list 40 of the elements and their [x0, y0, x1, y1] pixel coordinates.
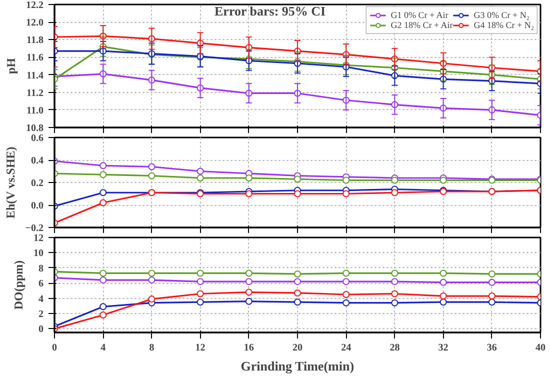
x-tick-label: 28	[390, 342, 400, 354]
legend-label: G3 0% Cr + N₂	[474, 10, 530, 20]
x-tick-label: 16	[244, 342, 254, 354]
y-tick-label: 11.4	[26, 70, 44, 82]
y-tick-label: 0.6	[31, 133, 44, 144]
y-tick-label: 0.0	[31, 200, 44, 212]
x-tick-label: 4	[100, 342, 106, 354]
y-tick-label: 2	[38, 309, 44, 320]
y-tick-label: 10.8	[26, 123, 44, 134]
x-tick-label: 12	[195, 342, 206, 354]
y-tick-label: 0	[38, 324, 44, 336]
legend-label: G1 0% Cr + Air	[390, 10, 448, 20]
y-tick-label: 6	[38, 278, 44, 290]
y-axis-title: pH	[4, 57, 18, 74]
y-tick-label: 10	[34, 248, 44, 260]
legend-label: G4 18% Cr + N₂	[474, 20, 534, 30]
y-tick-label: 0.4	[31, 156, 44, 166]
y-tick-label: 12.0	[26, 18, 44, 29]
x-tick-label: 24	[341, 342, 352, 354]
y-axis-title: DO(ppm)	[12, 260, 26, 310]
y-tick-label: 0.2	[31, 178, 44, 189]
y-tick-label: 8	[38, 263, 44, 274]
x-tick-label: 40	[536, 342, 546, 354]
y-tick-label: 12	[34, 233, 44, 244]
x-axis-title: Grinding Time(min)	[240, 358, 354, 374]
y-axis-title: Eh(V vs.SHE)	[3, 146, 18, 219]
y-tick-label: 11.6	[26, 52, 44, 64]
x-tick-label: 32	[438, 342, 448, 354]
x-tick-label: 8	[149, 342, 154, 354]
x-tick-label: 20	[292, 342, 302, 354]
y-tick-label: 11.2	[26, 88, 44, 99]
x-tick-label: 36	[486, 342, 497, 354]
y-tick-label: 11.0	[26, 105, 44, 116]
legend-label: G2 18% Cr + Air	[390, 20, 453, 30]
y-tick-label: 12.2	[26, 0, 44, 11]
annotation: Error bars: 95% CI	[214, 4, 326, 18]
y-tick-label: 4	[38, 294, 44, 305]
y-tick-label: −0.2	[25, 223, 44, 234]
x-tick-label: 0	[52, 342, 57, 354]
y-tick-label: 11.8	[26, 35, 44, 46]
